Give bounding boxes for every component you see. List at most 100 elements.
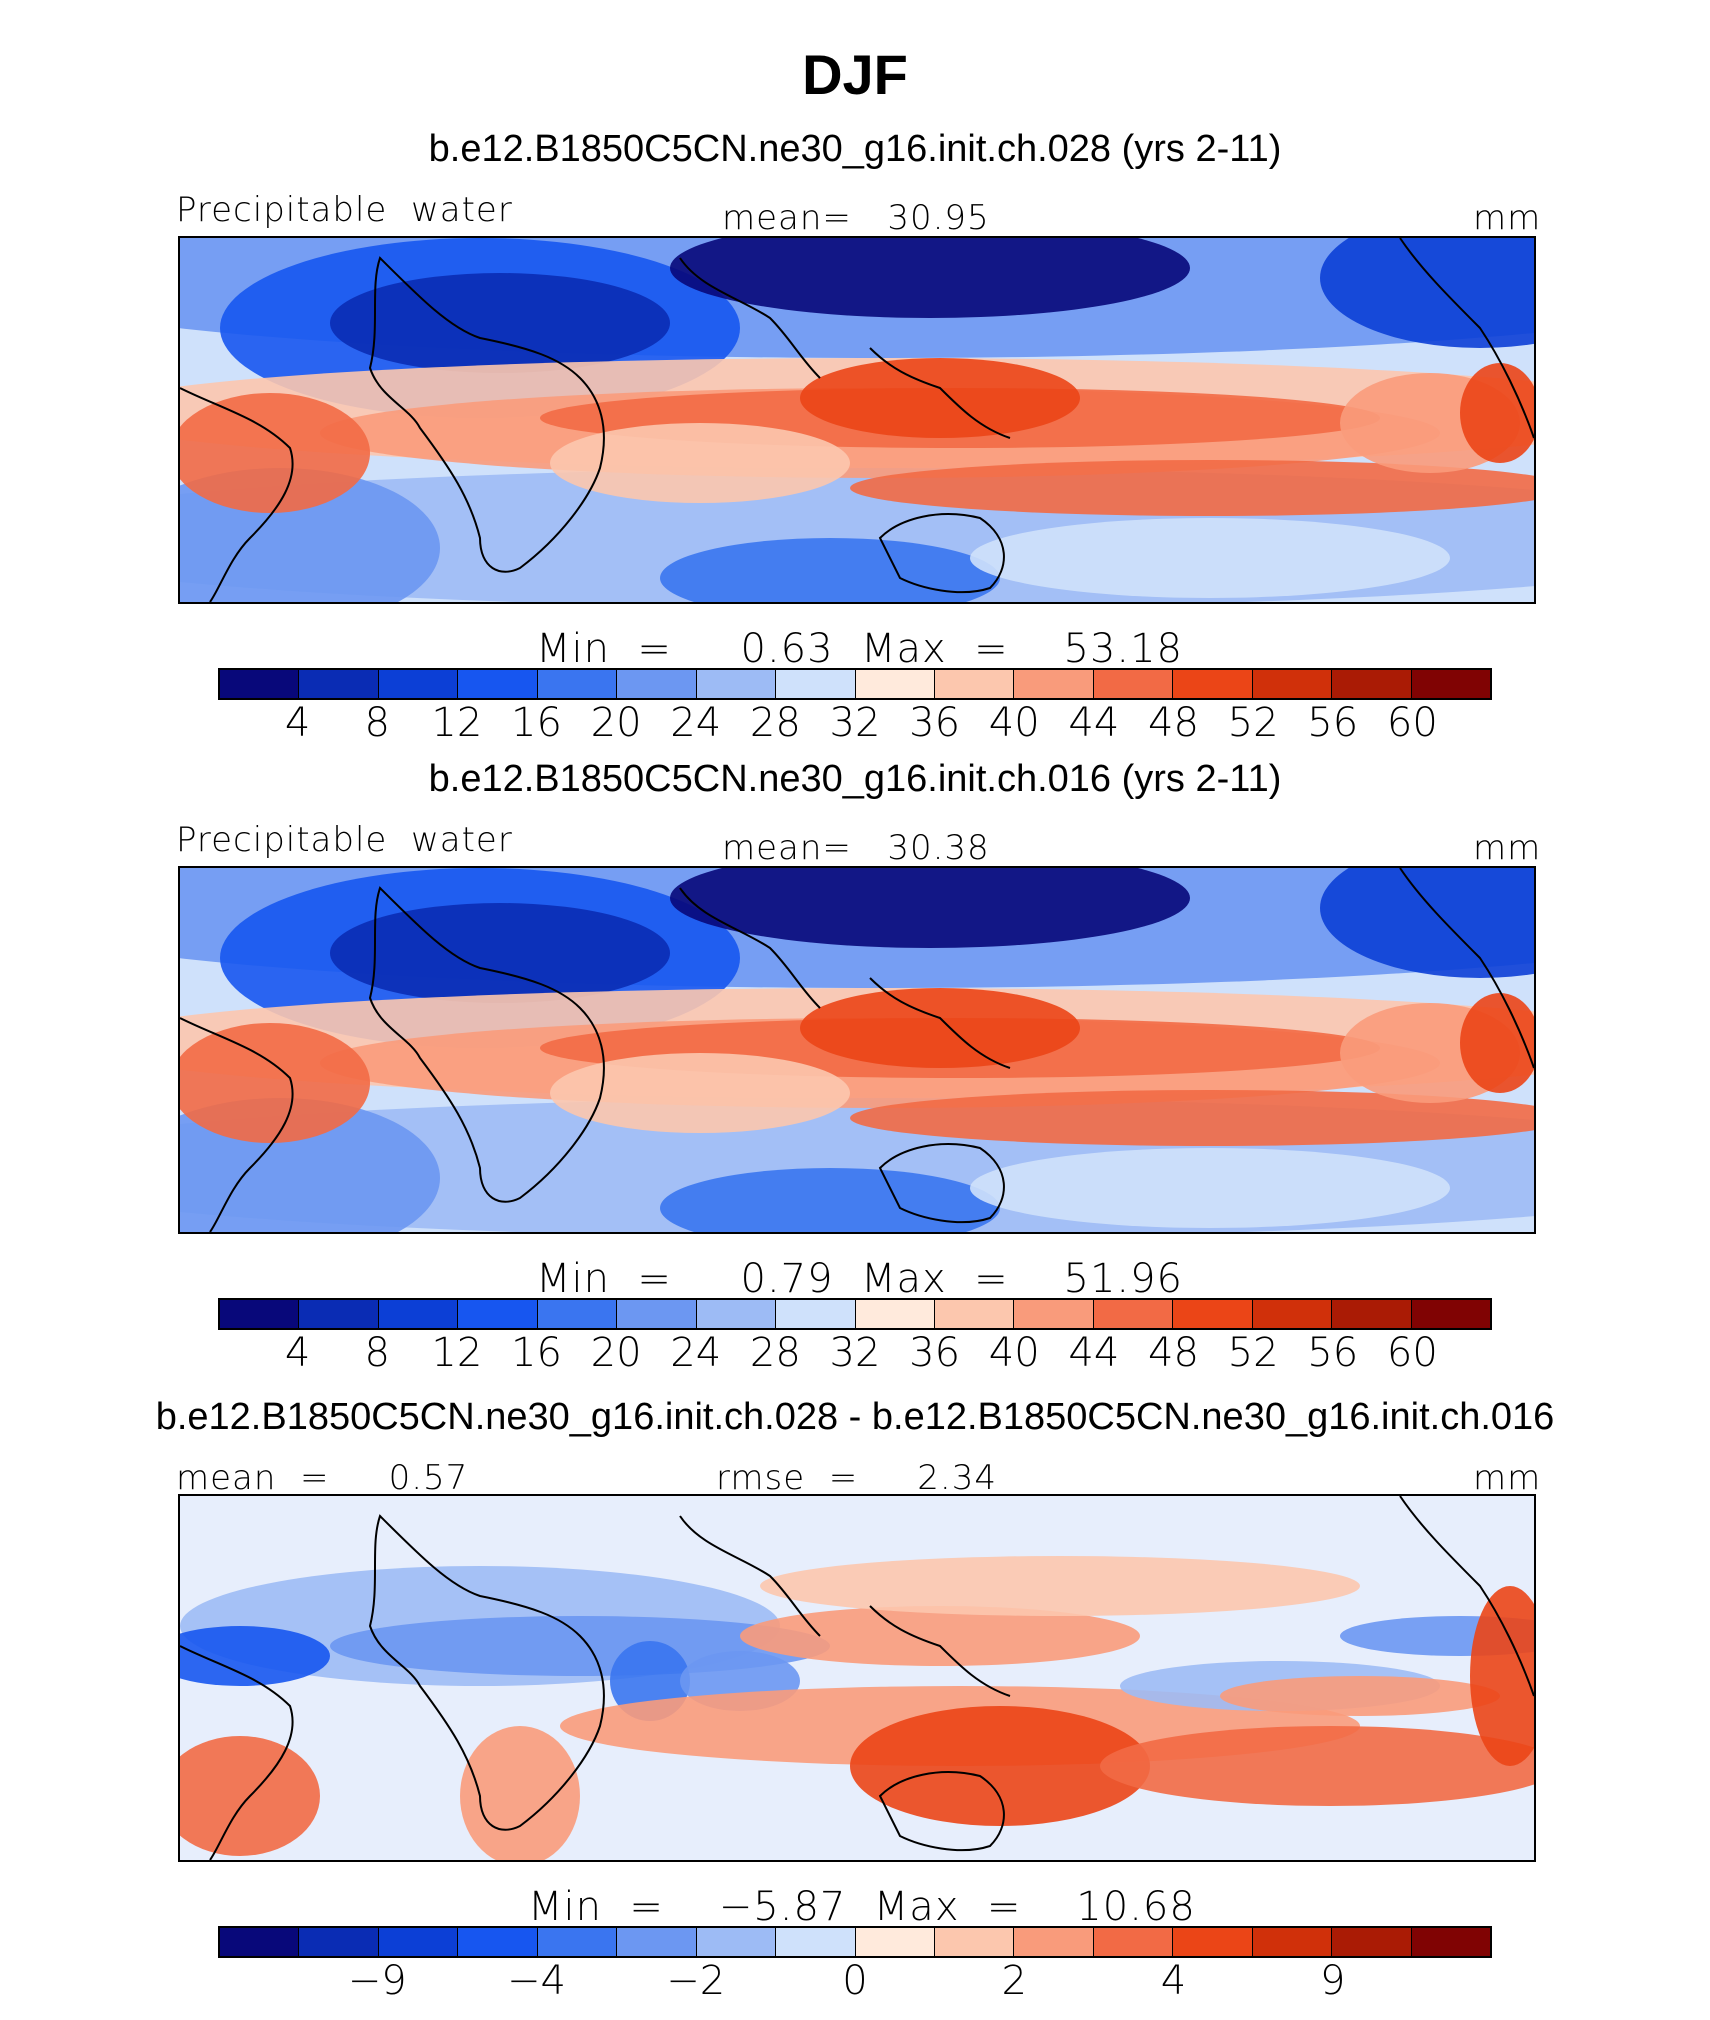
panel-3-title: b.e12.B1850C5CN.ne30_g16.init.ch.028 - b… <box>155 1396 1555 1438</box>
coastline <box>679 257 821 379</box>
panel-3-colorbar <box>218 1926 1492 1958</box>
colorbar-tick-label: 20 <box>590 1330 642 1376</box>
coastline <box>878 1143 1005 1224</box>
coastline <box>180 1017 294 1232</box>
panel-1-map <box>178 236 1536 604</box>
panel-1-colorbar-ticks: 4 8 12 16 20 24 28 32 36 40 44 48 52 56 60 <box>218 700 1492 746</box>
field-contour-region <box>1320 238 1534 348</box>
colorbar-tick-label: 20 <box>590 700 642 746</box>
colorbar-swatch <box>855 670 935 698</box>
colorbar-swatch <box>1252 1300 1333 1328</box>
colorbar-tick-label: −4 <box>507 1958 566 2004</box>
field-contour-region <box>660 538 1000 602</box>
colorbar-swatch <box>220 1300 300 1328</box>
field-contour-region <box>670 238 1190 318</box>
colorbar-swatch <box>537 670 618 698</box>
panel-2-minmax: Min = 0.79 Max = 51.96 <box>536 1256 1183 1302</box>
coastline <box>679 887 821 1009</box>
panel-2-title: b.e12.B1850C5CN.ne30_g16.init.ch.016 (yr… <box>428 758 1282 800</box>
colorbar-swatch <box>696 670 777 698</box>
colorbar-tick-label: 48 <box>1148 700 1199 746</box>
colorbar-tick-label: 8 <box>364 700 390 746</box>
field-contour-region <box>670 868 1190 948</box>
colorbar-swatch <box>1014 670 1094 698</box>
colorbar-swatch <box>299 1300 379 1328</box>
colorbar-tick-label: −2 <box>666 1958 726 2004</box>
colorbar-swatch <box>1332 1300 1412 1328</box>
colorbar-swatch <box>696 1300 777 1328</box>
field-contour-region <box>1460 993 1534 1093</box>
field-contour-region <box>740 1606 1140 1666</box>
colorbar-swatch <box>537 1300 618 1328</box>
colorbar-tick-label: 12 <box>431 700 483 746</box>
colorbar-swatch <box>1014 1300 1094 1328</box>
panel-2-colorbar <box>218 1298 1492 1330</box>
colorbar-tick-label: 52 <box>1227 1330 1279 1376</box>
field-contour-region <box>800 358 1080 438</box>
panel-1-variable-label: Precipitable water <box>176 190 513 230</box>
coastline <box>679 1515 821 1637</box>
colorbar-tick-label: 28 <box>749 700 801 746</box>
colorbar-swatch <box>299 1928 379 1956</box>
colorbar-tick-label: 9 <box>1320 1958 1346 2004</box>
colorbar-tick-label: 4 <box>284 700 311 746</box>
colorbar-swatch <box>378 1928 459 1956</box>
coastline <box>1399 238 1534 439</box>
field-contour-region <box>1460 363 1534 463</box>
colorbar-swatch <box>1252 1928 1333 1956</box>
colorbar-swatch <box>934 1300 1015 1328</box>
colorbar-tick-label: 28 <box>749 1330 801 1376</box>
coastline <box>878 1771 1005 1852</box>
colorbar-swatch <box>458 1928 538 1956</box>
panel-2-colorbar-ticks: 4 8 12 16 20 24 28 32 36 40 44 48 52 56 60 <box>218 1330 1492 1376</box>
field-contour-region <box>180 1626 330 1686</box>
panel-3-units: mm <box>1473 1458 1542 1498</box>
colorbar-swatch <box>458 1300 538 1328</box>
coastline <box>1399 868 1534 1069</box>
colorbar-swatch <box>1252 670 1333 698</box>
field-contour-region <box>1100 1726 1534 1806</box>
field-contour-region <box>180 393 370 513</box>
colorbar-tick-label: 12 <box>431 1330 483 1376</box>
colorbar-swatch <box>220 1928 300 1956</box>
colorbar-tick-label: 16 <box>511 700 562 746</box>
coastline <box>368 256 605 573</box>
panel-1-colorbar <box>218 668 1492 700</box>
panel-1-minmax: Min = 0.63 Max = 53.18 <box>536 626 1183 672</box>
panel-1-field <box>180 238 1534 602</box>
field-contour-region <box>970 518 1450 598</box>
colorbar-swatch <box>617 670 697 698</box>
panel-2-map <box>178 866 1536 1234</box>
colorbar-tick-label: 0 <box>842 1958 868 2004</box>
colorbar-swatch <box>1173 670 1253 698</box>
panel-3-field <box>180 1496 1534 1860</box>
colorbar-swatch <box>934 670 1015 698</box>
colorbar-tick-label: 56 <box>1307 1330 1359 1376</box>
field-contour-region <box>330 273 670 373</box>
field-contour-region <box>550 1053 850 1133</box>
colorbar-tick-label: 40 <box>988 700 1040 746</box>
colorbar-tick-label: 4 <box>1160 1958 1187 2004</box>
coastline <box>869 347 1011 439</box>
colorbar-tick-label: 32 <box>829 700 881 746</box>
field-contour-region <box>550 423 850 503</box>
colorbar-tick-label: 48 <box>1148 1330 1199 1376</box>
colorbar-tick-label: 60 <box>1386 1330 1438 1376</box>
colorbar-swatch <box>220 670 300 698</box>
colorbar-swatch <box>855 1928 935 1956</box>
colorbar-swatch <box>776 1300 856 1328</box>
colorbar-swatch <box>1411 1300 1490 1328</box>
colorbar-swatch <box>934 1928 1015 1956</box>
colorbar-tick-label: 4 <box>284 1330 311 1376</box>
colorbar-tick-label: 32 <box>829 1330 881 1376</box>
colorbar-tick-label: 24 <box>670 1330 722 1376</box>
field-contour-region <box>760 1556 1360 1616</box>
colorbar-tick-label: 56 <box>1307 700 1359 746</box>
colorbar-swatch <box>617 1300 697 1328</box>
panel-3-map <box>178 1494 1536 1862</box>
field-contour-region <box>660 1168 1000 1232</box>
field-contour-region <box>800 988 1080 1068</box>
colorbar-swatch <box>1411 670 1490 698</box>
colorbar-tick-label: 36 <box>909 700 961 746</box>
colorbar-swatch <box>617 1928 697 1956</box>
